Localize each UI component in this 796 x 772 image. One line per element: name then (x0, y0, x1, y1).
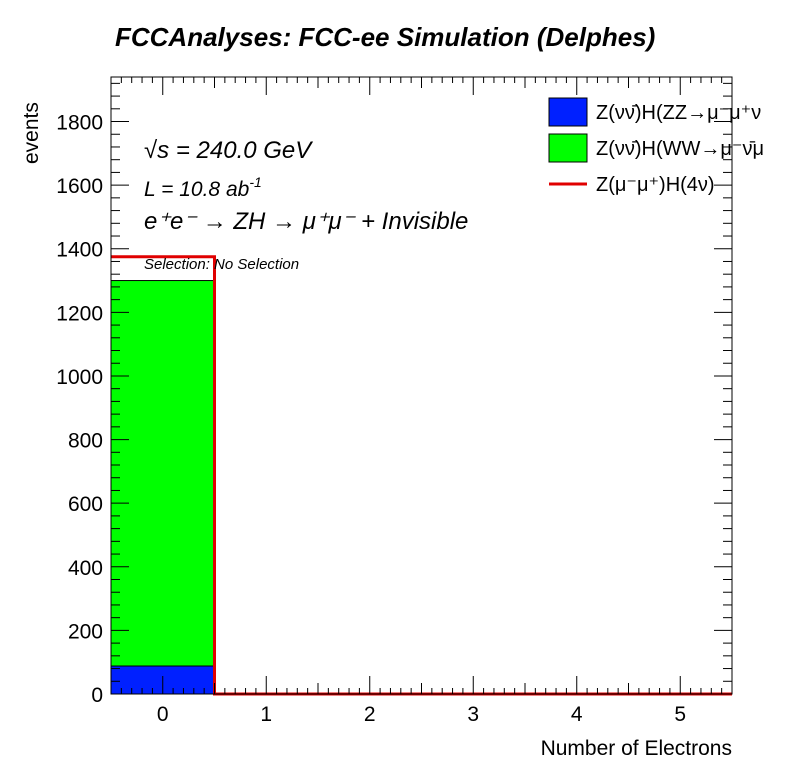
y-tick-label: 800 (68, 430, 103, 453)
legend-swatch-zz (548, 97, 588, 127)
x-tick-label: 5 (674, 703, 686, 726)
y-tick-label: 1000 (56, 366, 103, 389)
y-tick-label: 1600 (56, 175, 103, 198)
legend-label-4nu: Z(μ⁻μ⁺)H(4ν) (596, 174, 715, 196)
x-tick-label: 3 (467, 703, 479, 726)
y-axis-ticks: 0 200 400 600 800 1000 1200 1400 1600 1800 (56, 82, 732, 707)
y-tick-label: 1400 (56, 239, 103, 262)
x-tick-label: 0 (157, 703, 169, 726)
x-axis-ticks: 0 1 2 3 4 5 (110, 77, 733, 726)
luminosity-text: L = 10.8 ab (144, 178, 250, 201)
y-tick-label: 200 (68, 620, 103, 643)
y-tick-label: 1800 (56, 112, 103, 135)
legend-label-zz: Z(νν̄)H(ZZ→μ⁻μ⁺ν (596, 102, 761, 124)
energy-label: √s = 240.0 GeV (144, 137, 313, 164)
y-tick-label: 1200 (56, 302, 103, 325)
x-axis-label: Number of Electrons (541, 737, 732, 760)
luminosity-label: L = 10.8 ab-1 (144, 174, 262, 201)
process-label: e⁺e⁻ → ZH → μ⁺μ⁻ + Invisible (144, 208, 468, 235)
x-tick-label: 1 (260, 703, 272, 726)
chart-title: FCCAnalyses: FCC-ee Simulation (Delphes) (115, 22, 655, 52)
legend: Z(νν̄)H(ZZ→μ⁻μ⁺ν Z(νν̄)H(WW→μ⁻ν̄μ Z(μ⁻μ⁺)H… (548, 97, 764, 196)
y-tick-label: 400 (68, 557, 103, 580)
y-axis-label: events (20, 102, 43, 164)
x-tick-label: 4 (571, 703, 583, 726)
y-tick-label: 0 (91, 684, 103, 707)
bars-layer (110, 280, 215, 695)
luminosity-exponent: -1 (249, 174, 261, 190)
x-tick-label: 2 (364, 703, 376, 726)
legend-swatch-ww (548, 133, 588, 163)
selection-label: Selection: No Selection (144, 256, 299, 273)
legend-label-ww: Z(νν̄)H(WW→μ⁻ν̄μ (596, 138, 764, 160)
y-tick-label: 600 (68, 493, 103, 516)
bar-ww-bin-0 (110, 280, 215, 667)
